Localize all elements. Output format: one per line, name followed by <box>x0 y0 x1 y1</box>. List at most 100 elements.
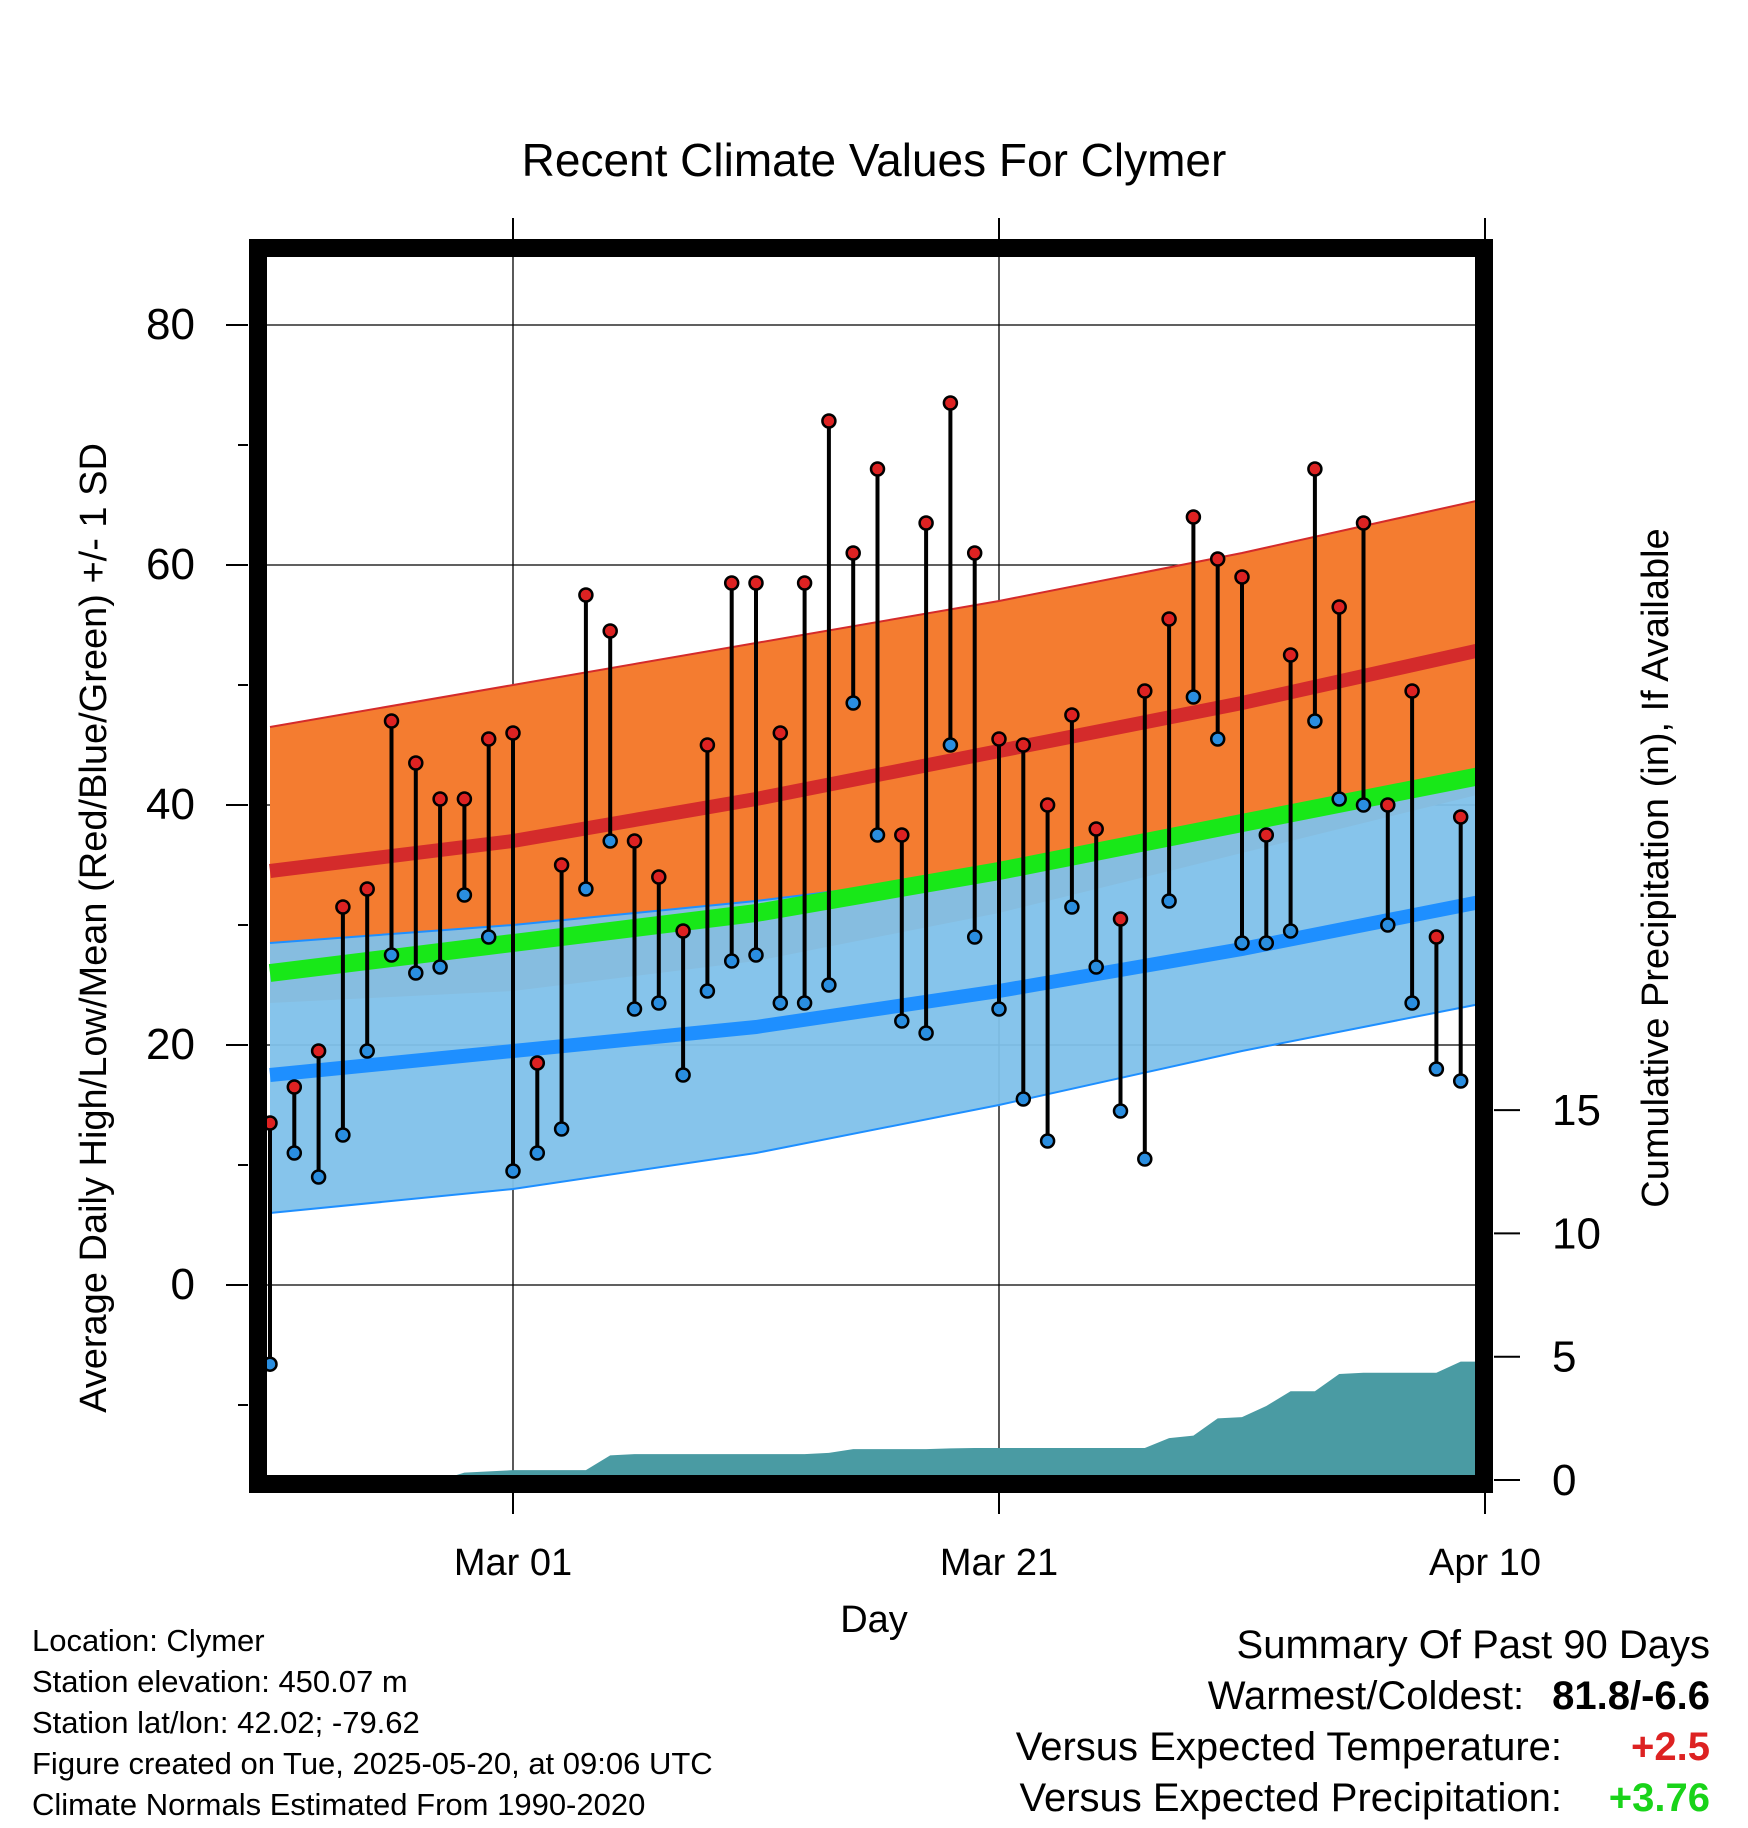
precip-anomaly-label: Versus Expected Precipitation: <box>1019 1776 1562 1820</box>
daily-high-point <box>772 725 789 741</box>
location-text: Location: Clymer <box>32 1623 265 1658</box>
daily-low-point <box>1258 935 1275 951</box>
daily-low-point <box>1331 791 1347 807</box>
daily-low-point <box>966 929 983 945</box>
daily-high-point <box>310 1043 327 1059</box>
daily-low-point <box>383 947 400 963</box>
daily-low-point <box>699 983 716 999</box>
low-lower-edge <box>269 1002 1484 1214</box>
daily-high-point <box>359 881 375 897</box>
y2-axis: 0 5 10 15 <box>1494 1086 1601 1505</box>
daily-low-point <box>529 1145 546 1161</box>
warmest-coldest-label: Warmest/Coldest: <box>1207 1674 1525 1718</box>
daily-high-point <box>1576 451 1589 464</box>
daily-low-point <box>1185 689 1202 705</box>
daily-high-point <box>723 575 740 591</box>
station-info: Location: Clymer Station elevation: 450.… <box>32 1620 713 1825</box>
daily-high-point <box>553 857 570 873</box>
daily-high-point <box>1161 611 1177 627</box>
daily-low-point <box>991 1001 1007 1017</box>
daily-low-point <box>894 1013 910 1029</box>
daily-low-point <box>1503 895 1516 908</box>
x-axis-label: Day <box>840 1599 908 1641</box>
daily-high-point <box>1331 599 1347 615</box>
daily-low-point <box>335 1127 351 1143</box>
latlon-text: Station lat/lon: 42.02; -79.62 <box>32 1705 420 1740</box>
daily-high-point <box>796 575 813 591</box>
y2-tick-label: 10 <box>1552 1209 1601 1258</box>
daily-low-point <box>1722 859 1735 872</box>
daily-high-point <box>1527 787 1540 800</box>
daily-high-point <box>1404 683 1420 699</box>
daily-high-point <box>1015 737 1032 753</box>
daily-low-point <box>723 953 740 969</box>
daily-low-point <box>359 1043 375 1059</box>
x-tick-label: Mar 21 <box>940 1542 1058 1584</box>
daily-high-point <box>1428 929 1445 945</box>
temp-anomaly-label: Versus Expected Temperature: <box>1015 1725 1562 1769</box>
normals-text: Climate Normals Estimated From 1990-2020 <box>32 1787 646 1822</box>
warmest-coldest-value: 81.8/-6.6 <box>1552 1674 1710 1718</box>
summary-panel: Summary Of Past 90 Days Warmest/Coldest:… <box>1016 1620 1710 1824</box>
daily-low-point <box>432 959 448 975</box>
plot-content <box>258 248 1735 1484</box>
daily-high-point <box>1355 515 1372 531</box>
daily-high-point <box>1282 647 1299 663</box>
daily-low-point <box>1576 805 1589 818</box>
daily-low-point <box>505 1163 521 1179</box>
precip-anomaly-value: +3.76 <box>1608 1776 1710 1820</box>
plot-frame <box>249 239 1493 1493</box>
daily-high-point <box>1600 649 1613 662</box>
temp-anomaly-value: +2.5 <box>1631 1725 1710 1769</box>
precip-anomaly-row: Versus Expected Precipitation: +3.76 <box>1016 1773 1710 1824</box>
daily-high-point <box>1185 509 1202 525</box>
daily-high-point <box>1503 829 1516 842</box>
daily-high-point <box>1673 373 1686 386</box>
y2-tick-label: 5 <box>1552 1333 1576 1382</box>
daily-high-point <box>1137 683 1153 699</box>
daily-high-point <box>286 1079 303 1095</box>
daily-low-point <box>772 995 789 1011</box>
daily-high-point <box>1697 427 1710 440</box>
daily-low-point <box>1039 1133 1056 1149</box>
daily-high-point <box>1064 707 1080 723</box>
daily-low-point <box>553 1121 570 1137</box>
daily-low-point <box>286 1145 303 1161</box>
y-axis: 0 20 40 60 80 <box>146 300 248 1406</box>
x-tick-label: Apr 10 <box>1429 1542 1541 1584</box>
low-upper-edge <box>269 774 1484 944</box>
daily-low-point <box>480 929 497 945</box>
daily-low-point <box>796 995 813 1011</box>
daily-low-point <box>1404 995 1420 1011</box>
daily-high-point <box>505 725 521 741</box>
daily-high-point <box>626 833 643 849</box>
daily-high-point <box>529 1055 546 1071</box>
daily-low-point <box>1234 935 1250 951</box>
daily-high-point <box>1209 551 1226 567</box>
daily-low-point <box>626 1001 643 1017</box>
daily-high-point <box>966 545 983 561</box>
y2-axis-label: Cumulative Precipitation (in), If Availa… <box>1635 528 1677 1207</box>
daily-low-point <box>651 995 667 1011</box>
y2-tick-label: 0 <box>1552 1456 1576 1505</box>
daily-high-point <box>675 923 691 939</box>
daily-low-point <box>1064 899 1080 915</box>
daily-low-point <box>821 977 837 993</box>
daily-high-point <box>1258 827 1275 843</box>
daily-low-point <box>1161 893 1177 909</box>
daily-low-point <box>1600 889 1613 902</box>
elevation-text: Station elevation: 450.07 m <box>32 1664 408 1699</box>
daily-high-point <box>942 395 959 411</box>
daily-low-point <box>869 827 886 843</box>
normal-high-line <box>269 642 1484 878</box>
daily-high-point <box>383 713 400 729</box>
daily-high-point <box>578 587 594 603</box>
daily-low-point <box>1380 917 1396 933</box>
normal-low-line <box>269 894 1484 1082</box>
x-tick-label: Mar 01 <box>454 1542 572 1584</box>
daily-high-point <box>432 791 448 807</box>
daily-low-point <box>408 965 424 981</box>
chart-title: Recent Climate Values For Clymer <box>522 134 1227 186</box>
